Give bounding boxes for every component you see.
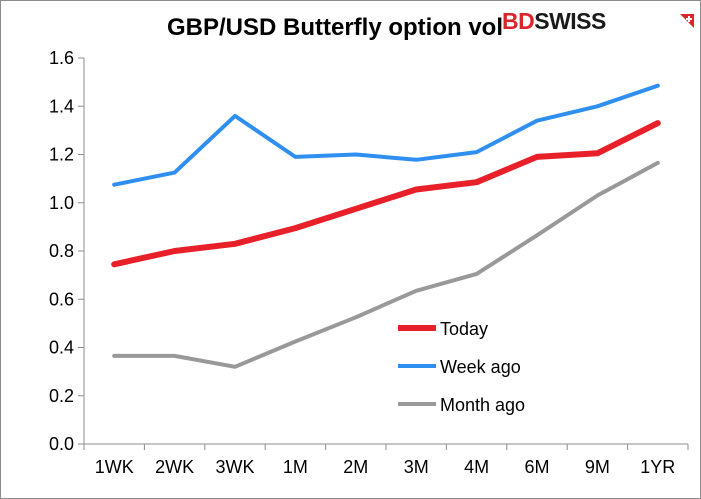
chart-legend: Today Week ago Month ago [398, 319, 525, 415]
series-line-today [111, 120, 661, 268]
brand-logo-prefix: BD [502, 8, 535, 34]
x-tick-label: 6M [524, 457, 549, 477]
x-tick-label: 4M [464, 457, 489, 477]
swiss-cross-icon [680, 14, 694, 28]
brand-logo: BDSWISS [502, 8, 694, 36]
x-tick-label: 9M [585, 457, 610, 477]
y-tick-label: 1.0 [49, 193, 74, 213]
x-tick-label: 3M [404, 457, 429, 477]
y-tick-label: 0.4 [49, 338, 74, 358]
series-line-week-ago [112, 83, 660, 187]
chart-title: GBP/USD Butterfly option vol [167, 14, 503, 41]
series-line-month-ago [112, 160, 660, 369]
y-tick-label: 0.0 [49, 434, 74, 454]
x-axis-ticks: 1WK 2WK 3WK 1M 2M 3M 4M 6M 9M 1YR [83, 444, 689, 477]
y-tick-label: 0.8 [49, 241, 74, 261]
y-axis-ticks: 0.0 0.2 0.4 0.6 0.8 1.0 1.2 1.4 1.6 [49, 48, 84, 454]
x-tick-label: 3WK [215, 457, 254, 477]
y-tick-label: 1.2 [49, 145, 74, 165]
brand-logo-suffix: SWISS [534, 8, 606, 34]
x-tick-label: 2M [343, 457, 368, 477]
y-tick-label: 0.2 [49, 386, 74, 406]
x-tick-label: 1YR [640, 457, 675, 477]
legend-label: Today [440, 319, 488, 339]
chart-series [111, 83, 661, 369]
y-tick-label: 0.6 [49, 289, 74, 309]
legend-label: Month ago [440, 395, 525, 415]
x-tick-label: 1WK [95, 457, 134, 477]
y-tick-label: 1.6 [49, 48, 74, 68]
x-tick-label: 1M [283, 457, 308, 477]
y-tick-label: 1.4 [49, 96, 74, 116]
legend-label: Week ago [440, 357, 521, 377]
x-tick-label: 2WK [155, 457, 194, 477]
